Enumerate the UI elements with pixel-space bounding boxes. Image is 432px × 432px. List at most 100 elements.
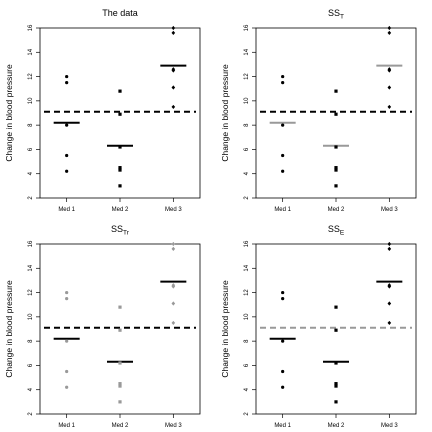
x-tick-label: Med 2: [328, 423, 345, 429]
data-point: [281, 153, 285, 158]
data-point: [65, 169, 69, 173]
data-point: [281, 385, 285, 389]
y-tick-label: 12: [28, 289, 34, 296]
y-tick-label: 6: [28, 147, 34, 151]
data-point: [171, 246, 176, 251]
data-point: [171, 104, 176, 110]
data-point: [118, 384, 122, 388]
x-tick-label: Med 3: [381, 207, 398, 213]
data-point: [281, 339, 285, 343]
data-point: [65, 369, 69, 374]
data-point: [334, 382, 338, 386]
x-tick-label: Med 2: [112, 207, 129, 213]
y-tick-label: 14: [28, 48, 34, 55]
y-axis-label: Change in blood pressure: [4, 64, 14, 162]
y-tick-label: 4: [244, 171, 250, 175]
data-point: [334, 184, 338, 188]
y-tick-label: 8: [244, 123, 250, 127]
data-point: [387, 283, 392, 288]
data-point: [118, 166, 122, 170]
chart-panel-2: SST Change in blood pressure 2 4 6 8 10 12 14 16 M…: [220, 8, 417, 213]
y-tick-label: 6: [28, 363, 34, 367]
x-tick-label: Med 3: [165, 207, 182, 213]
data-point: [118, 400, 122, 404]
data-point: [334, 145, 338, 149]
y-axis-label: Change in blood pressure: [220, 64, 230, 162]
data-point: [334, 384, 338, 388]
y-tick-label: 16: [28, 240, 34, 247]
data-point: [387, 85, 392, 90]
data-point: [171, 67, 176, 72]
data-point: [387, 301, 392, 306]
y-tick-label: 12: [28, 73, 34, 80]
y-tick-label: 10: [244, 313, 250, 320]
data-point: [118, 168, 122, 172]
data-point: [118, 89, 122, 93]
y-tick-label: 10: [244, 97, 250, 104]
data-point: [281, 123, 285, 127]
data-point: [65, 290, 69, 295]
y-tick-label: 16: [244, 24, 250, 31]
data-point: [118, 184, 122, 188]
y-tick-label: 10: [28, 313, 34, 320]
chart-panel-1: The data Change in blood pressure 2 4 6 8 10 12…: [4, 8, 201, 213]
data-point: [334, 305, 338, 309]
y-tick-label: 2: [28, 412, 34, 416]
x-tick-label: Med 1: [274, 423, 291, 429]
data-point: [281, 369, 285, 374]
y-tick-label: 2: [244, 196, 250, 200]
x-tick-label: Med 1: [58, 207, 75, 213]
data-point: [387, 246, 392, 251]
x-tick-label: Med 1: [274, 207, 291, 213]
y-tick-label: 4: [244, 387, 250, 391]
data-point: [118, 328, 122, 332]
data-point: [334, 328, 338, 332]
y-tick-label: 8: [28, 123, 34, 127]
data-point: [387, 241, 392, 247]
data-point: [65, 153, 69, 158]
data-point: [171, 85, 176, 90]
data-point: [118, 382, 122, 386]
data-point: [171, 30, 176, 35]
data-point: [171, 241, 176, 247]
chart-panel-3: SSTr Change in blood pressure 2 4 6 8 10 12 14 16…: [4, 224, 201, 429]
y-tick-label: 14: [244, 48, 250, 55]
data-point: [281, 290, 285, 295]
panel-title: SSTr: [111, 224, 130, 237]
data-point: [281, 74, 285, 79]
y-tick-label: 8: [244, 339, 250, 343]
panel-title: SST: [328, 8, 344, 21]
data-point: [281, 169, 285, 173]
data-point: [65, 339, 69, 343]
chart-panel-4: SSE Change in blood pressure 2 4 6 8 10 12 14 16 M…: [220, 224, 417, 429]
data-point: [65, 123, 69, 127]
data-point: [171, 301, 176, 306]
y-tick-label: 2: [244, 412, 250, 416]
data-point: [334, 89, 338, 93]
data-point: [118, 305, 122, 309]
data-point: [387, 25, 392, 31]
y-tick-label: 6: [244, 147, 250, 151]
data-point: [281, 81, 285, 85]
data-point: [387, 320, 392, 326]
data-point: [334, 112, 338, 116]
y-axis-label: Change in blood pressure: [220, 280, 230, 378]
x-tick-label: Med 2: [328, 207, 345, 213]
data-point: [334, 361, 338, 365]
data-point: [118, 112, 122, 116]
y-tick-label: 14: [28, 264, 34, 271]
data-point: [387, 67, 392, 72]
y-tick-label: 14: [244, 264, 250, 271]
data-point: [334, 166, 338, 170]
data-point: [118, 145, 122, 149]
data-point: [334, 168, 338, 172]
y-axis-label: Change in blood pressure: [4, 280, 14, 378]
y-tick-label: 16: [28, 24, 34, 31]
data-point: [65, 385, 69, 389]
data-point: [65, 81, 69, 85]
x-tick-label: Med 1: [58, 423, 75, 429]
y-tick-label: 2: [28, 196, 34, 200]
x-tick-label: Med 2: [112, 423, 129, 429]
y-tick-label: 8: [28, 339, 34, 343]
